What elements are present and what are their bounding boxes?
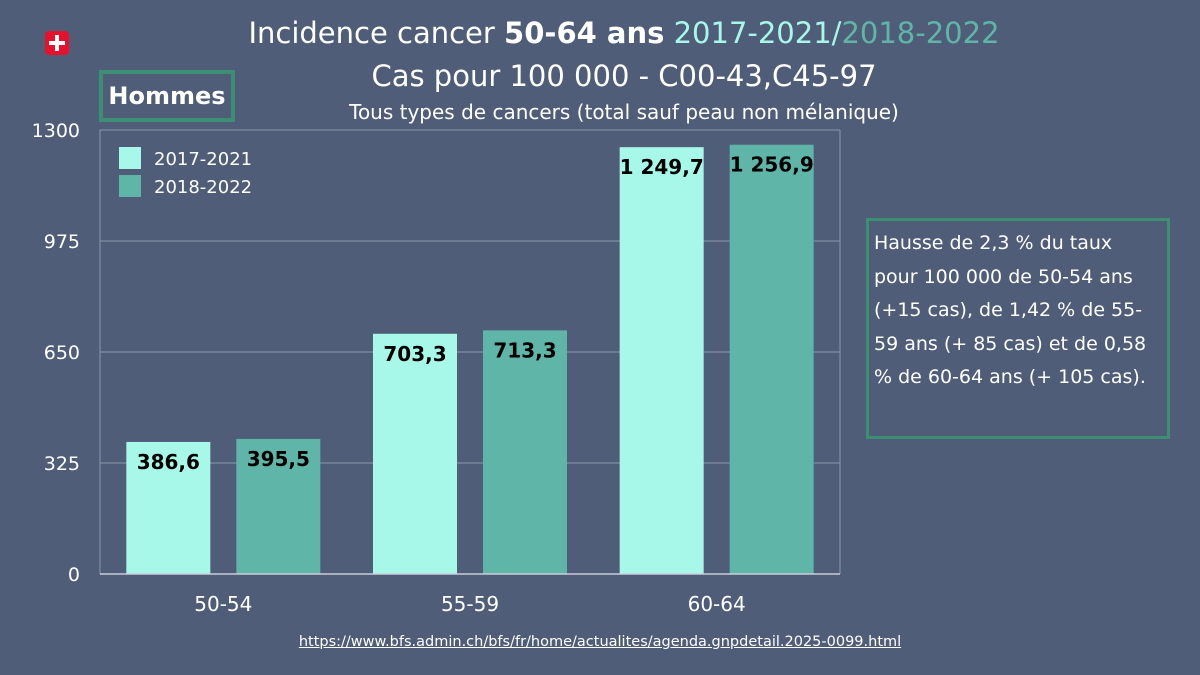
title-period-1: 2017-2021 (673, 16, 832, 50)
chart-subtitle: Cas pour 100 000 - C00-43,C45-97 (371, 59, 877, 93)
bars: 386,6 395,5 703,3 713,3 1 249,7 1 256,9 (126, 144, 814, 574)
annotation-box: Hausse de 2,3 % du taux pour 100 000 de … (866, 218, 1170, 439)
bar (373, 333, 457, 574)
y-tick-label: 325 (44, 453, 80, 475)
bar (126, 441, 211, 574)
data-label: 703,3 (383, 342, 446, 366)
legend-label: 2018-2022 (154, 177, 252, 198)
y-tick-label: 975 (44, 231, 80, 253)
source-link[interactable]: https://www.bfs.admin.ch/bfs/fr/home/act… (298, 634, 902, 650)
sex-label-box: Hommes (99, 70, 235, 122)
data-label: 395,5 (247, 447, 310, 471)
data-label: 1 256,9 (730, 153, 814, 177)
bar (483, 330, 567, 574)
y-tick-label: 0 (68, 564, 80, 586)
data-label: 713,3 (493, 338, 556, 362)
bar (619, 147, 704, 574)
legend-label: 2017-2021 (154, 149, 252, 170)
chart-subtitle-2: Tous types de cancers (total sauf peau n… (349, 100, 899, 124)
bar (236, 438, 321, 574)
data-label: 386,6 (137, 450, 200, 474)
axes: 0 325 650 975 1300 50-54 55-59 60-64 (32, 120, 841, 616)
y-tick-label: 1300 (32, 120, 80, 142)
gridlines (100, 129, 840, 464)
x-tick-label: 50-54 (194, 592, 252, 616)
y-tick-label: 650 (44, 342, 80, 364)
x-tick-label: 60-64 (688, 592, 746, 616)
bar (729, 144, 814, 574)
x-tick-label: 55-59 (441, 592, 499, 616)
title-period-2: 2018-2022 (841, 16, 1000, 50)
chart-title: Incidence cancer 50-64 ans 2017-2021/201… (248, 16, 1000, 50)
title-age-group: 50-64 ans (504, 16, 665, 50)
data-label: 1 249,7 (620, 155, 704, 179)
swiss-flag-icon (45, 31, 69, 55)
legend-swatch (119, 147, 141, 169)
legend-swatch (119, 175, 141, 197)
legend: 2017-2021 2018-2022 (119, 147, 252, 198)
